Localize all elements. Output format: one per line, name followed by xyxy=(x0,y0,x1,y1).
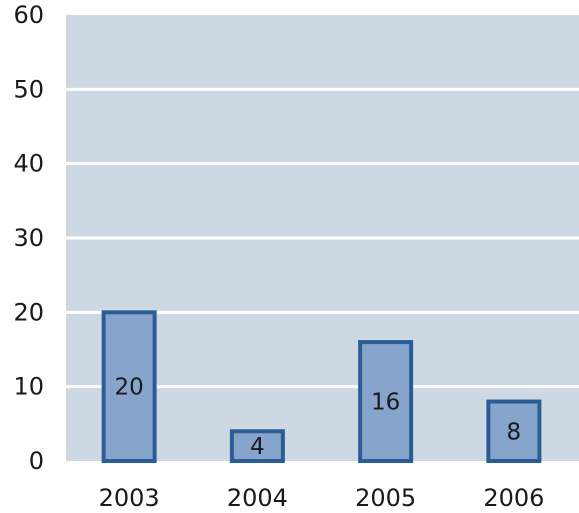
y-tick-label: 10 xyxy=(13,373,44,401)
x-tick-label: 2003 xyxy=(99,484,160,512)
y-axis-tick-labels: 0 10 20 30 40 50 60 xyxy=(13,1,44,475)
x-tick-label: 2006 xyxy=(483,484,544,512)
y-tick-label: 40 xyxy=(13,150,44,178)
bars xyxy=(101,310,542,464)
bar xyxy=(229,429,285,463)
bar xyxy=(101,310,157,464)
x-axis-tick-labels: 2003 2004 2005 2006 xyxy=(99,484,545,512)
data-labels: 20 4 16 8 xyxy=(114,375,521,460)
data-label: 8 xyxy=(507,419,522,445)
y-tick-label: 30 xyxy=(13,224,44,252)
data-label: 4 xyxy=(250,434,265,460)
y-tick-label: 50 xyxy=(13,75,44,103)
bar xyxy=(486,399,542,463)
bar xyxy=(358,340,414,464)
x-tick-label: 2005 xyxy=(355,484,416,512)
y-tick-label: 60 xyxy=(13,1,44,29)
y-tick-label: 20 xyxy=(13,298,44,326)
y-tick-label: 0 xyxy=(29,447,44,475)
data-label: 20 xyxy=(114,375,143,401)
data-label: 16 xyxy=(371,390,400,416)
x-tick-label: 2004 xyxy=(227,484,288,512)
